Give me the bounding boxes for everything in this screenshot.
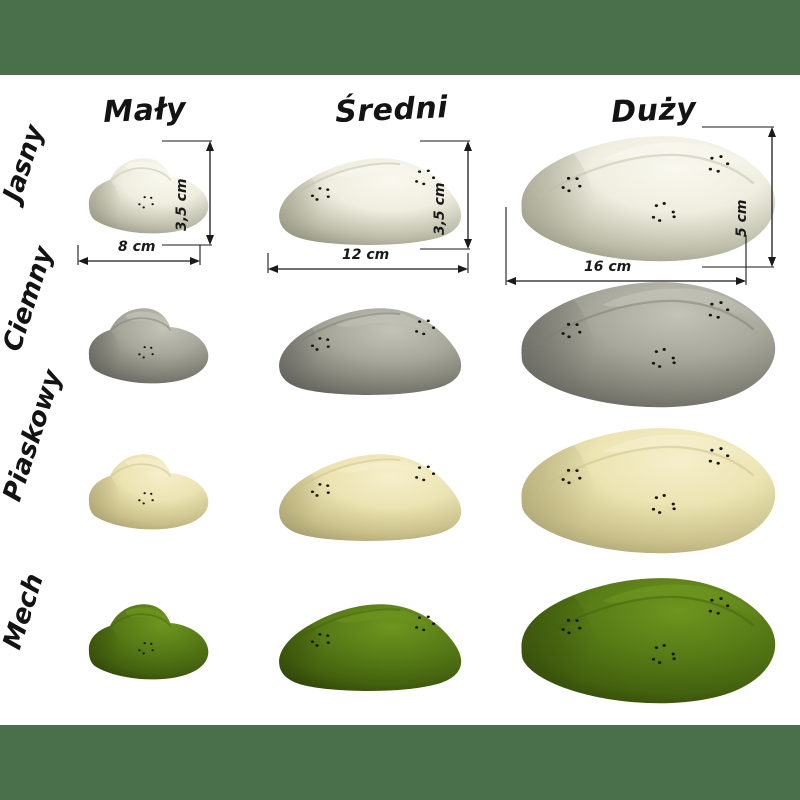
row-label-mech: Mech	[0, 570, 50, 653]
dimension-width-medium-label: 12 cm	[342, 247, 390, 263]
stone-shape-large[interactable]	[510, 273, 780, 413]
stone-jasny-small	[82, 137, 222, 237]
column-header-large: Duży	[610, 91, 698, 130]
column-header-small: Mały	[102, 91, 187, 130]
dimension-height-large-label: 5 cm	[734, 199, 750, 237]
stone-piaskowy-large	[510, 419, 780, 559]
stone-shape-medium[interactable]	[272, 583, 472, 693]
dimension-height-medium: 3,5 cm	[418, 137, 474, 253]
bottom-green-band	[0, 725, 800, 800]
dimension-height-small-label: 3,5 cm	[174, 178, 190, 231]
stone-shape-medium[interactable]	[272, 433, 472, 543]
dimension-width-small: 8 cm	[74, 239, 204, 269]
stone-piaskowy-small	[82, 433, 222, 533]
dimension-width-small-label: 8 cm	[118, 239, 156, 255]
stone-piaskowy-medium	[272, 433, 472, 543]
row-label-ciemny: Ciemny	[0, 242, 60, 355]
dimension-height-medium-label: 3,5 cm	[432, 182, 448, 235]
stone-size-chart: Mały Średni Duży Jasny Ciemny Piaskowy M…	[0, 75, 800, 725]
stone-jasny-medium	[272, 137, 472, 247]
row-label-piaskowy: Piaskowy	[0, 366, 69, 505]
dimension-width-large: 16 cm	[502, 207, 750, 289]
stone-shape-large[interactable]	[510, 127, 780, 267]
stone-shape-medium[interactable]	[272, 287, 472, 397]
stone-shape-large[interactable]	[510, 569, 780, 709]
stone-shape-large[interactable]	[510, 419, 780, 559]
stone-shape-small[interactable]	[82, 583, 222, 683]
stone-shape-medium[interactable]	[272, 137, 472, 247]
stone-shape-small[interactable]	[82, 137, 222, 237]
column-header-medium: Średni	[334, 90, 449, 130]
dimension-width-medium: 12 cm	[264, 247, 472, 277]
row-label-jasny: Jasny	[0, 121, 51, 205]
stone-shape-small[interactable]	[82, 287, 222, 387]
stone-shape-small[interactable]	[82, 433, 222, 533]
stone-ciemny-medium	[272, 287, 472, 397]
dimension-height-small: 3,5 cm	[160, 137, 216, 249]
top-green-band	[0, 0, 800, 75]
dimension-width-large-label: 16 cm	[584, 259, 632, 275]
stone-mech-medium	[272, 583, 472, 693]
stone-mech-small	[82, 583, 222, 683]
dimension-height-large: 5 cm	[700, 123, 778, 271]
stone-jasny-large	[510, 127, 780, 267]
stone-ciemny-large	[510, 273, 780, 413]
stone-mech-large	[510, 569, 780, 709]
stone-ciemny-small	[82, 287, 222, 387]
